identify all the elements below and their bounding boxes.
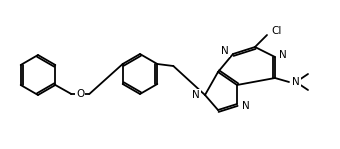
Text: O: O bbox=[76, 89, 84, 99]
Text: N: N bbox=[292, 77, 300, 87]
Text: Cl: Cl bbox=[271, 26, 282, 36]
Text: N: N bbox=[242, 101, 250, 111]
Text: N: N bbox=[279, 50, 287, 60]
Text: N: N bbox=[192, 90, 200, 100]
Text: N: N bbox=[221, 46, 229, 56]
